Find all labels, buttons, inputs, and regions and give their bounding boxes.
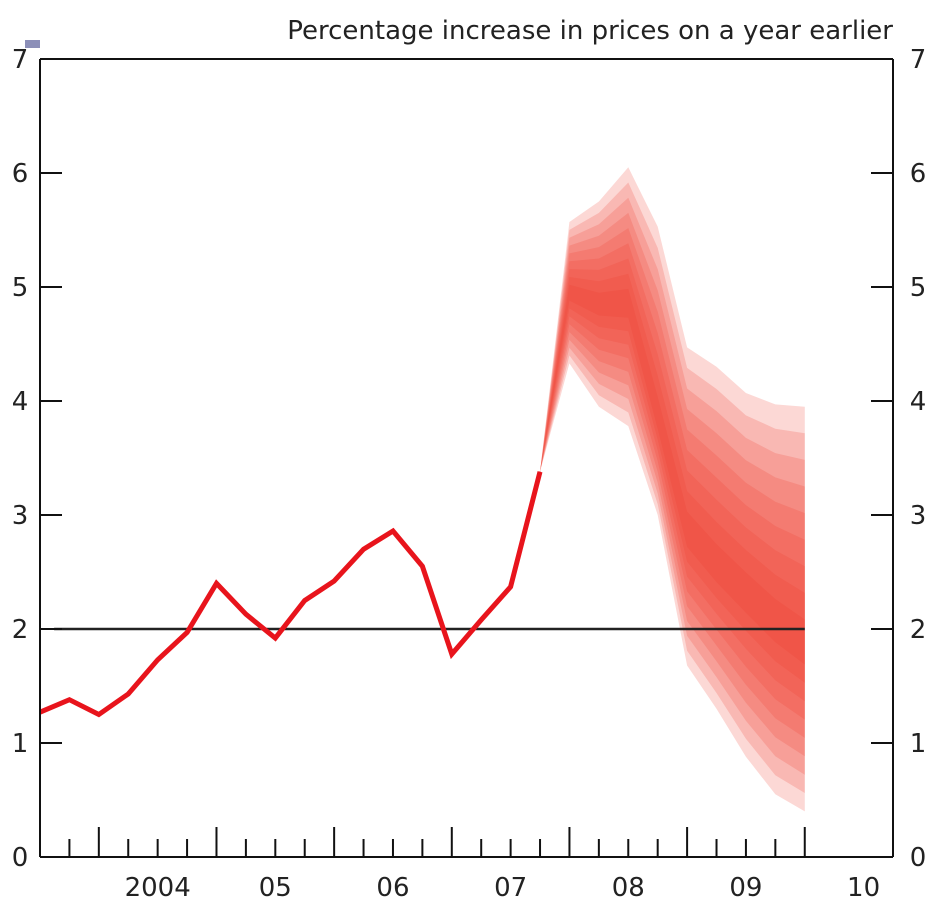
fan-band-7 (540, 258, 805, 702)
fan-band-3 (540, 197, 805, 775)
series-point-8 (245, 613, 247, 615)
series-line-1 (39, 471, 543, 718)
fan-band-9 (540, 284, 805, 665)
y-tick-label-left: 6 (12, 159, 29, 189)
y-tick-label-right: 2 (910, 615, 927, 645)
fan-bands (540, 167, 805, 812)
fan-band-8 (540, 273, 805, 683)
series-point-12 (363, 548, 365, 550)
series-point-14 (421, 565, 423, 567)
y-tick-label-right: 7 (910, 45, 927, 75)
tick-labels: 0 0 1 1 2 2 3 3 4 4 5 5 6 6 7 7 2004 05 06 07 08 09 10 (12, 45, 927, 903)
y-tick-label-left: 0 (12, 843, 29, 873)
y-tick-label-left: 7 (12, 45, 29, 75)
y-tick-label-left: 5 (12, 273, 29, 303)
y-tick-label-right: 6 (910, 159, 927, 189)
y-tick-label-right: 3 (910, 501, 927, 531)
series-point-7 (216, 582, 217, 584)
y-tick-label-left: 2 (12, 615, 29, 645)
chart-subtitle: Percentage increase in prices on a year … (287, 16, 893, 46)
y-tick-label-right: 1 (910, 729, 927, 759)
series-point-17 (510, 586, 512, 588)
fan-band-5 (540, 228, 805, 738)
y-tick-label-left: 4 (12, 387, 29, 417)
x-tick-label: 08 (612, 873, 645, 903)
fan-band-6 (540, 243, 805, 720)
x-tick-label: 05 (259, 873, 292, 903)
series-point-10 (304, 600, 306, 601)
x-tick-label: 07 (494, 873, 527, 903)
series-point-18 (539, 471, 541, 473)
series-point-16 (480, 619, 482, 621)
x-tick-label: 2004 (125, 873, 191, 903)
y-tick-label-right: 5 (910, 273, 927, 303)
series-point-6 (186, 631, 188, 633)
series-point-4 (127, 693, 129, 695)
series-point-13 (392, 530, 394, 532)
axes (39, 58, 894, 858)
series-point-15 (451, 653, 453, 655)
series-point-11 (333, 580, 335, 582)
x-tick-label: 09 (729, 873, 762, 903)
cpi-series (39, 471, 543, 718)
series-point-5 (157, 659, 159, 661)
series-point-2 (68, 699, 70, 701)
x-tick-label: 10 (847, 873, 880, 903)
series-point-3 (98, 714, 100, 715)
y-tick-label-left: 3 (12, 501, 29, 531)
legend-swatch-icon (25, 40, 40, 48)
fan-band-4 (540, 212, 805, 757)
y-tick-label-right: 4 (910, 387, 927, 417)
fan-band-1 (540, 167, 805, 812)
y-tick-label-right: 0 (910, 843, 927, 873)
x-tick-label: 06 (376, 873, 409, 903)
fan-band-2 (540, 182, 805, 793)
y-tick-label-left: 1 (12, 729, 29, 759)
series-point-9 (274, 637, 276, 639)
